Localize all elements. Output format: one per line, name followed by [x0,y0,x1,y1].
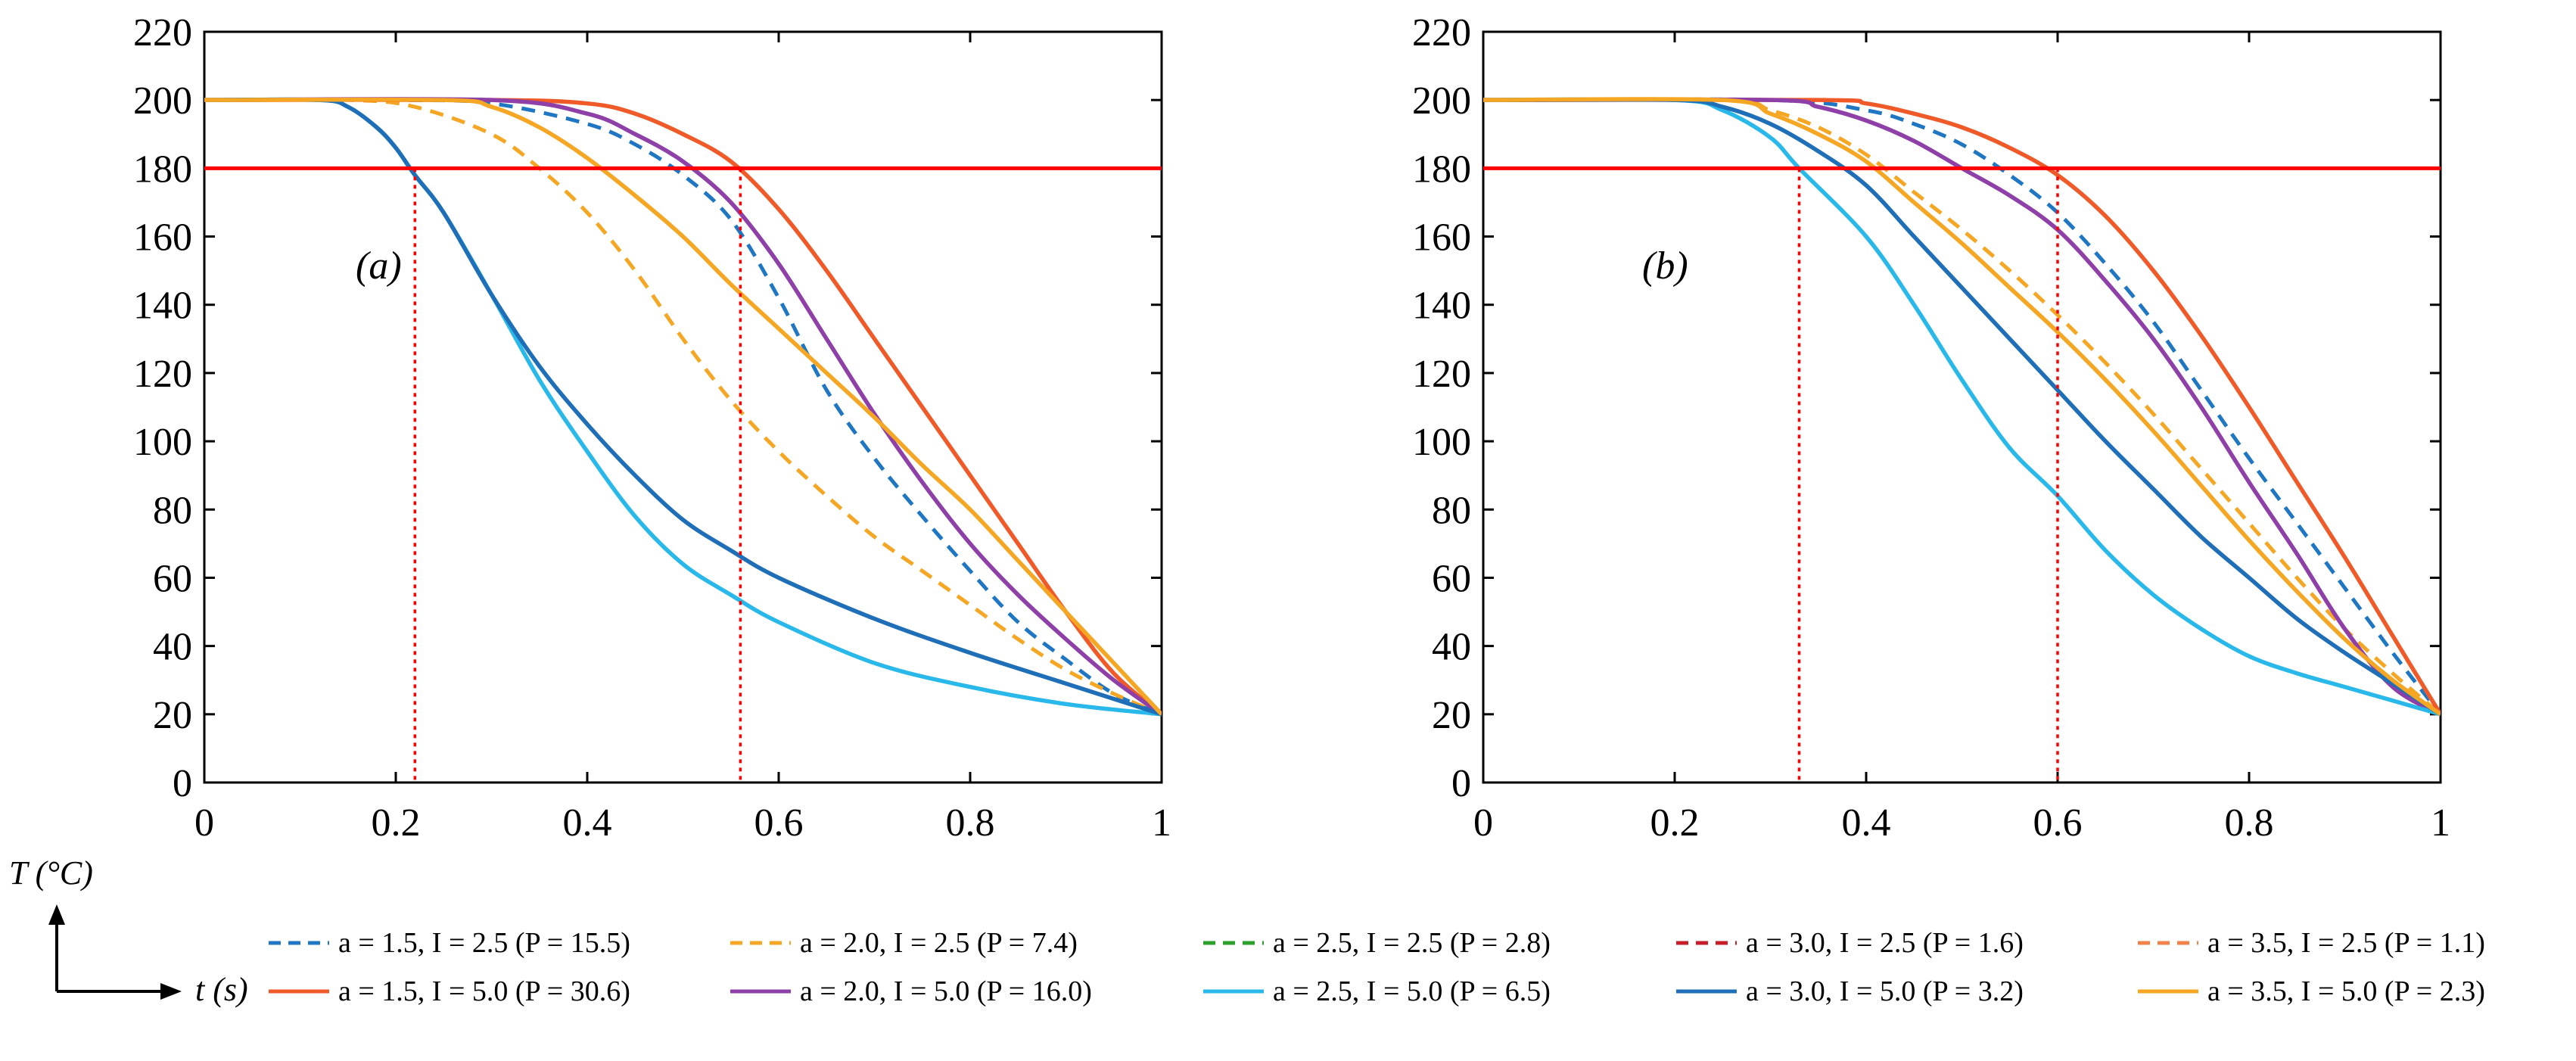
y-tick-label: 60 [1432,557,1471,600]
legend-label: a = 3.0, I = 2.5 (P = 1.6) [1746,927,2024,959]
series-line-1 [204,98,1162,717]
legend-label: a = 2.5, I = 5.0 (P = 6.5) [1273,975,1551,1007]
x-tick-label: 0.6 [754,801,804,845]
series-line-6 [1483,97,2441,717]
x-tick-label: 0.4 [1842,801,1891,845]
y-tick-label: 180 [133,148,192,191]
legend-item: a = 2.5, I = 2.5 (P = 2.8) [1203,927,1551,959]
y-tick-label: 20 [1432,694,1471,737]
y-tick-label: 40 [1432,626,1471,669]
y-key-label: T (°C) [9,854,93,891]
y-tick-label: 120 [133,353,192,396]
legend-item: a = 3.5, I = 2.5 (P = 1.1) [2138,927,2485,959]
y-tick-label: 60 [153,557,192,600]
x-tick-label: 0.2 [1650,801,1700,845]
x-tick-label: 1 [1152,801,1171,845]
y-tick-label: 80 [1432,489,1471,532]
plot-frame [1482,30,2442,784]
legend-label: a = 3.5, I = 5.0 (P = 2.3) [2207,975,2485,1007]
chart-panel-a: 0 20 40 60 80 100 120 140 160 180 200 220 0 0.2 0.4 0.6… [133,11,1171,845]
legend-item: a = 2.0, I = 5.0 (P = 16.0) [730,975,1092,1007]
y-tick-label: 20 [153,694,192,737]
legend-label: a = 2.0, I = 2.5 (P = 7.4) [800,927,1078,959]
plot-frame [203,30,1163,784]
legend-item: a = 3.5, I = 5.0 (P = 2.3) [2138,975,2485,1007]
y-tick-label: 200 [133,79,192,123]
legend-label: a = 1.5, I = 5.0 (P = 30.6) [338,975,630,1007]
legend-item: a = 1.5, I = 2.5 (P = 15.5) [269,927,630,959]
y-tick-label: 0 [173,762,192,805]
y-tick-label: 220 [1412,11,1471,54]
series-line-8 [1483,97,2441,717]
y-tick-label: 140 [1412,285,1471,328]
series-group [204,97,1162,717]
series-line-8 [204,97,1162,717]
x-key-label: t (s) [195,971,248,1008]
y-tick-label: 120 [1412,353,1471,396]
legend-label: a = 3.5, I = 2.5 (P = 1.1) [2207,927,2485,959]
x-tick-label: 0.8 [946,801,995,845]
legend-label: a = 2.0, I = 5.0 (P = 16.0) [800,975,1092,1007]
x-tick-label: 0.4 [563,801,612,845]
x-tick-label: 1 [2431,801,2450,845]
legend-item: a = 2.5, I = 5.0 (P = 6.5) [1203,975,1551,1007]
x-tick-label: 0 [194,801,214,845]
legend-item: a = 3.0, I = 2.5 (P = 1.6) [1676,927,2024,959]
x-tick-label: 0.8 [2225,801,2274,845]
series-line-6 [204,97,1162,717]
legend-label: a = 3.0, I = 5.0 (P = 3.2) [1746,975,2024,1007]
x-tick-label: 0.6 [2033,801,2083,845]
series-line-9 [1483,97,2441,717]
legend-label: a = 2.5, I = 2.5 (P = 2.8) [1273,927,1551,959]
y-tick-label: 160 [1412,216,1471,260]
legend-item: a = 2.0, I = 2.5 (P = 7.4) [730,927,1078,959]
legend-item: a = 1.5, I = 5.0 (P = 30.6) [269,975,630,1007]
y-tick-label: 200 [1412,79,1471,123]
y-tick-label: 180 [1412,148,1471,191]
y-tick-label: 80 [153,489,192,532]
y-tick-label: 100 [133,421,192,464]
series-group [1483,97,2441,717]
series-line-9 [204,97,1162,716]
legend-item: a = 3.0, I = 5.0 (P = 3.2) [1676,975,2024,1007]
x-tick-label: 0 [1473,801,1493,845]
series-line-5 [1483,98,2441,716]
y-tick-label: 40 [153,626,192,669]
series-line-0 [1483,97,2441,716]
series-line-5 [204,98,1162,716]
x-tick-label: 0.2 [372,801,421,845]
y-tick-label: 100 [1412,421,1471,464]
panel-label: (b) [1642,244,1688,288]
y-tick-label: 160 [133,216,192,260]
panel-label: (a) [356,244,402,288]
chart-panel-b: 0 20 40 60 80 100 120 140 160 180 200 220 0 0.2 0.4 0.6… [1412,11,2450,845]
legend-label: a = 1.5, I = 2.5 (P = 15.5) [338,927,630,959]
axis-key: T (°C) t (s) [9,854,248,1008]
y-tick-label: 0 [1451,762,1471,805]
y-tick-label: 220 [133,11,192,54]
legend: a = 1.5, I = 2.5 (P = 15.5) a = 2.0, I = … [269,927,2485,1007]
series-line-7 [1483,97,2441,717]
y-tick-label: 140 [133,285,192,328]
